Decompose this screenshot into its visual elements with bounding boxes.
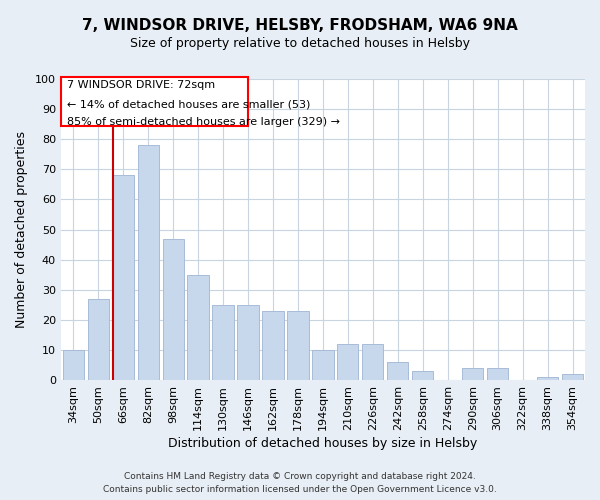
Bar [88,299,109,380]
Bar [137,145,159,380]
Bar [312,350,334,380]
Bar [62,350,84,380]
Text: Size of property relative to detached houses in Helsby: Size of property relative to detached ho… [130,38,470,51]
Text: Contains public sector information licensed under the Open Government Licence v3: Contains public sector information licen… [103,485,497,494]
Bar [387,362,409,380]
Bar [487,368,508,380]
X-axis label: Distribution of detached houses by size in Helsby: Distribution of detached houses by size … [168,437,478,450]
Bar [462,368,483,380]
Bar [537,377,558,380]
Bar [287,311,308,380]
Text: 85% of semi-detached houses are larger (329) →: 85% of semi-detached houses are larger (… [67,118,340,128]
Bar [163,238,184,380]
Bar [362,344,383,380]
Text: Contains HM Land Registry data © Crown copyright and database right 2024.: Contains HM Land Registry data © Crown c… [124,472,476,481]
Bar [562,374,583,380]
Bar [113,176,134,380]
Y-axis label: Number of detached properties: Number of detached properties [15,131,28,328]
Bar [412,371,433,380]
Text: 7 WINDSOR DRIVE: 72sqm: 7 WINDSOR DRIVE: 72sqm [67,80,215,90]
Text: 7, WINDSOR DRIVE, HELSBY, FRODSHAM, WA6 9NA: 7, WINDSOR DRIVE, HELSBY, FRODSHAM, WA6 … [82,18,518,32]
Bar [337,344,358,380]
Text: ← 14% of detached houses are smaller (53): ← 14% of detached houses are smaller (53… [67,100,310,110]
Bar [238,305,259,380]
Bar [212,305,233,380]
Bar [187,274,209,380]
Bar [262,311,284,380]
